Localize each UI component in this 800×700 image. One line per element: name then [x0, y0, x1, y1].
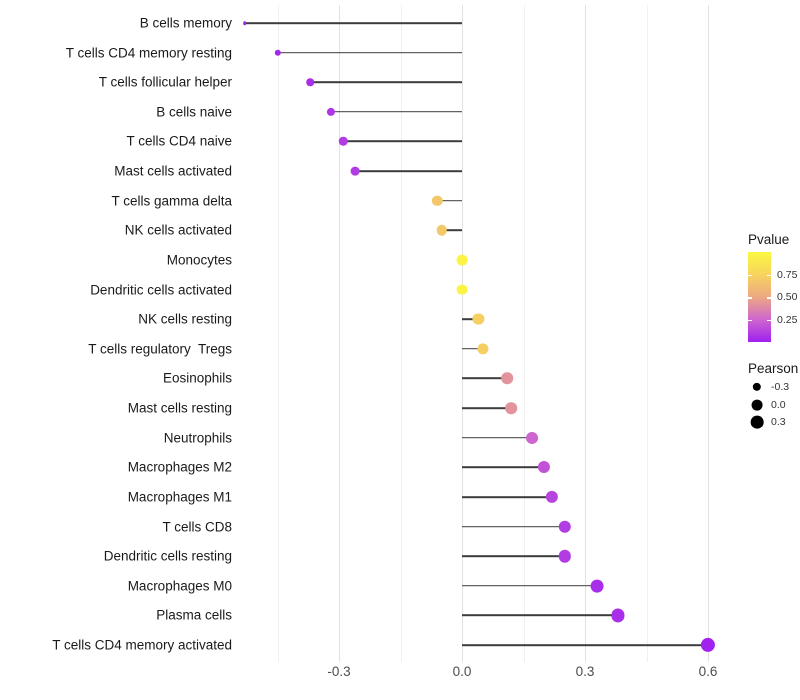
category-label: Dendritic cells resting [103, 548, 232, 564]
lollipop-stem [462, 555, 565, 557]
category-label: Dendritic cells activated [90, 282, 232, 298]
lollipop-stem [441, 229, 462, 232]
category-label: T cells CD4 memory resting [65, 45, 232, 61]
category-label: NK cells resting [138, 311, 232, 327]
lollipop-stem [462, 496, 553, 498]
category-label: Macrophages M0 [127, 578, 232, 594]
category-label: T cells CD8 [162, 519, 232, 535]
pvalue-tick-label: 0.50 [777, 291, 798, 303]
category-label: NK cells activated [124, 222, 232, 238]
lollipop-point [326, 107, 335, 116]
category-label: T cells regulatory Tregs [88, 341, 232, 357]
lollipop-stem [462, 614, 618, 617]
grid-line-major [462, 5, 463, 662]
lollipop-stem [437, 199, 462, 202]
pearson-legend-label: 0.3 [771, 416, 786, 429]
lollipop-point [505, 402, 517, 414]
category-label: Mast cells resting [127, 400, 232, 416]
pearson-legend-title: Pearson [748, 361, 799, 376]
pearson-legend-dot [752, 382, 762, 392]
x-tick-label: 0.3 [575, 664, 595, 679]
lollipop-stem [462, 436, 532, 439]
lollipop-point [590, 579, 604, 593]
pearson-legend-label: 0.0 [771, 398, 786, 411]
lollipop-stem [462, 407, 512, 409]
grid-line-major [708, 5, 709, 662]
lollipop-point [558, 549, 571, 563]
colorbar-tick-mark [767, 274, 771, 276]
colorbar-tick-mark [767, 297, 771, 299]
pearson-legend-label: -0.3 [771, 381, 790, 393]
colorbar-tick-mark [748, 297, 752, 299]
pearson-legend-dot [750, 416, 764, 429]
pvalue-tick-label: 0.25 [777, 313, 798, 326]
lollipop-stem [330, 111, 462, 113]
category-label: B cells naive [156, 104, 232, 120]
grid-line-minor [400, 5, 402, 662]
pearson-legend-dot [751, 399, 763, 411]
lollipop-stem [277, 51, 462, 54]
category-label: Neutrophils [163, 430, 232, 446]
lollipop-stem [462, 377, 508, 380]
lollipop-point [501, 372, 513, 385]
grid-line-major [585, 5, 586, 662]
category-label: T cells follicular helper [98, 74, 232, 90]
category-label: T cells gamma delta [111, 193, 232, 209]
lollipop-stem [462, 644, 708, 646]
lollipop-point [558, 520, 571, 533]
category-label: Macrophages M2 [127, 459, 232, 475]
lollipop-point [338, 137, 348, 146]
lollipop-point [476, 343, 489, 355]
lollipop-point [525, 431, 538, 444]
lollipop-point [611, 608, 625, 622]
colorbar-tick-mark [748, 274, 752, 276]
pvalue-tick-label: 0.75 [777, 268, 798, 281]
lollipop-stem [462, 348, 483, 350]
lollipop-point [351, 166, 360, 176]
lollipop-point [432, 195, 443, 206]
colorbar-tick-mark [767, 319, 771, 321]
x-tick-label: -0.3 [327, 664, 351, 679]
lollipop-stem [343, 140, 462, 143]
lollipop-point [456, 284, 468, 296]
lollipop-stem [462, 525, 565, 528]
category-label: B cells memory [139, 15, 232, 31]
lollipop-point [306, 78, 315, 87]
lollipop-stem [355, 170, 462, 172]
category-label: Monocytes [166, 252, 232, 268]
category-label: Macrophages M1 [127, 489, 232, 505]
lollipop-point [274, 49, 281, 56]
grid-line-minor [277, 5, 279, 662]
grid-line-minor [646, 5, 648, 662]
colorbar-tick-mark [748, 319, 752, 321]
lollipop-point [456, 254, 468, 266]
lollipop-point [700, 637, 716, 653]
category-label: T cells CD4 naive [126, 133, 232, 149]
lollipop-point [436, 225, 447, 236]
grid-line-major [339, 5, 340, 662]
lollipop-point [546, 490, 559, 504]
lollipop-stem [244, 22, 462, 24]
lollipop-point [472, 313, 484, 325]
grid-line-minor [523, 5, 525, 662]
lollipop-stem [462, 318, 479, 320]
category-label: Plasma cells [156, 607, 232, 623]
pvalue-legend-title: Pvalue [748, 232, 790, 247]
lollipop-point [537, 461, 551, 474]
lollipop-stem [462, 466, 544, 469]
pvalue-colorbar [748, 252, 771, 342]
lollipop-point [242, 21, 247, 25]
x-tick-label: 0.6 [698, 664, 718, 679]
category-label: T cells CD4 memory activated [52, 637, 232, 653]
lollipop-stem [462, 584, 598, 587]
x-tick-label: 0.0 [452, 664, 472, 679]
category-label: Eosinophils [162, 370, 232, 386]
lollipop-stem [310, 81, 462, 84]
category-label: Mast cells activated [114, 163, 232, 179]
